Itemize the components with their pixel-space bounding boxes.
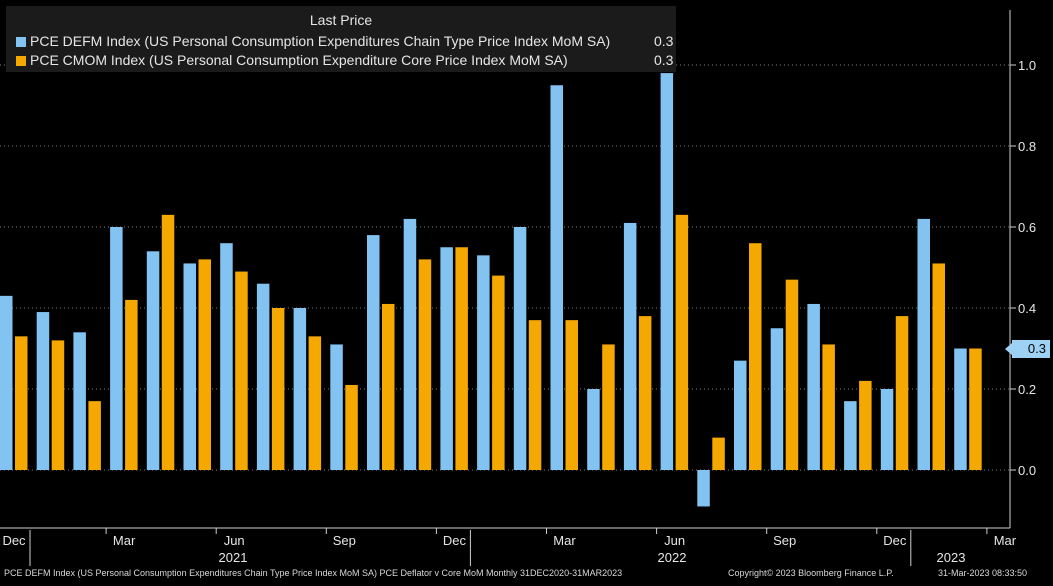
x-axis: Dec Mar Jun Sep Dec Mar Jun Sep Dec Mar 2021 2022 20… bbox=[0, 527, 1017, 566]
bar-cmom bbox=[528, 320, 542, 470]
bar-defm bbox=[367, 235, 380, 470]
legend-entry-cmom: PCE CMOM Index (US Personal Consumption … bbox=[16, 52, 673, 68]
x-tick-label: Dec bbox=[443, 533, 467, 548]
bar-defm bbox=[660, 73, 674, 470]
bar-cmom bbox=[675, 214, 689, 470]
footer-timestamp: 31-Mar-2023 08:33:50 bbox=[938, 568, 1028, 578]
legend-last-value: 0.3 bbox=[654, 33, 674, 49]
bar-cmom bbox=[88, 401, 101, 470]
bar-cmom bbox=[822, 344, 835, 470]
footer-description: PCE DEFM Index (US Personal Consumption … bbox=[4, 568, 623, 578]
bar-cmom bbox=[235, 271, 248, 470]
bar-cmom bbox=[15, 336, 28, 470]
bar-defm bbox=[256, 283, 270, 470]
bar-cmom bbox=[51, 340, 65, 470]
x-tick-label: Mar bbox=[994, 533, 1017, 548]
bar-defm bbox=[880, 389, 894, 470]
legend-last-value: 0.3 bbox=[654, 52, 674, 68]
x-tick-label: Dec bbox=[2, 533, 26, 548]
bar-defm bbox=[110, 227, 123, 470]
legend-title: Last Price bbox=[309, 12, 373, 28]
bar-defm bbox=[513, 227, 527, 470]
bar-defm bbox=[770, 328, 784, 470]
bar-defm bbox=[954, 348, 967, 470]
bar-defm bbox=[73, 332, 86, 470]
x-tick-label: Mar bbox=[113, 533, 136, 548]
bar-cmom bbox=[602, 344, 615, 470]
bar-cmom bbox=[969, 348, 982, 470]
bar-defm bbox=[477, 255, 490, 470]
bar-cmom bbox=[382, 303, 395, 470]
y-tick-label: 0.4 bbox=[1018, 301, 1036, 316]
legend-swatch-blue bbox=[16, 37, 26, 47]
bar-defm bbox=[220, 243, 233, 470]
bar-defm bbox=[36, 312, 50, 470]
legend-label: PCE DEFM Index (US Personal Consumption … bbox=[30, 33, 611, 49]
bar-cmom bbox=[785, 279, 799, 470]
x-tick-label: Sep bbox=[333, 533, 356, 548]
bar-cmom bbox=[161, 214, 175, 470]
bar-defm bbox=[697, 470, 710, 507]
legend-label: PCE CMOM Index (US Personal Consumption … bbox=[30, 52, 568, 68]
x-tick-label: Jun bbox=[664, 533, 685, 548]
bar-defm bbox=[844, 401, 857, 470]
bar-defm bbox=[293, 308, 307, 470]
x-year-label: 2021 bbox=[219, 550, 248, 565]
y-tick-label: 0.0 bbox=[1018, 463, 1036, 478]
bar-defm bbox=[403, 218, 417, 470]
footer-copyright: Copyright© 2023 Bloomberg Finance L.P. bbox=[728, 568, 894, 578]
x-tick-label: Dec bbox=[883, 533, 907, 548]
bar-cmom bbox=[198, 259, 211, 470]
bar-defm bbox=[440, 247, 453, 470]
bar-cmom bbox=[345, 384, 358, 470]
bar-cmom bbox=[749, 243, 762, 470]
legend: Last Price PCE DEFM Index (US Personal C… bbox=[6, 6, 676, 72]
legend-swatch-orange bbox=[16, 56, 26, 66]
y-tick-label: 1.0 bbox=[1018, 58, 1036, 73]
x-tick-label: Sep bbox=[773, 533, 796, 548]
bar-defm bbox=[587, 389, 600, 470]
bar-defm bbox=[183, 263, 196, 470]
bar-cmom bbox=[418, 259, 432, 470]
y-tick-label: 0.6 bbox=[1018, 220, 1036, 235]
bar-defm bbox=[623, 222, 637, 470]
bar-cmom bbox=[455, 247, 468, 470]
bar-defm bbox=[734, 360, 747, 470]
bar-cmom bbox=[125, 299, 138, 470]
y-axis: 1.0 0.8 0.6 0.4 0.2 0.0 bbox=[1009, 10, 1036, 528]
bar-cmom bbox=[565, 320, 578, 470]
bar-defm bbox=[0, 295, 13, 470]
bar-cmom bbox=[859, 380, 872, 470]
x-year-label: 2023 bbox=[937, 550, 966, 565]
x-year-label: 2022 bbox=[658, 550, 687, 565]
bar-cmom bbox=[308, 336, 322, 470]
bar-cmom bbox=[895, 316, 909, 470]
bar-defm bbox=[917, 218, 930, 470]
bar-defm bbox=[550, 85, 563, 470]
y-tick-label: 0.8 bbox=[1018, 139, 1036, 154]
bar-cmom bbox=[271, 308, 285, 470]
bar-cmom bbox=[492, 275, 505, 470]
bar-cmom bbox=[932, 263, 945, 470]
x-tick-label: Mar bbox=[553, 533, 576, 548]
bar-cmom bbox=[638, 316, 652, 470]
bar-defm bbox=[330, 344, 343, 470]
bars bbox=[0, 73, 982, 507]
last-value-badge: 0.3 bbox=[1005, 340, 1050, 358]
y-tick-label: 0.2 bbox=[1018, 382, 1036, 397]
legend-entry-defm: PCE DEFM Index (US Personal Consumption … bbox=[16, 33, 673, 49]
bar-defm bbox=[146, 251, 160, 470]
bar-defm bbox=[807, 303, 820, 470]
x-tick-label: Jun bbox=[224, 533, 245, 548]
bar-cmom bbox=[712, 437, 725, 470]
